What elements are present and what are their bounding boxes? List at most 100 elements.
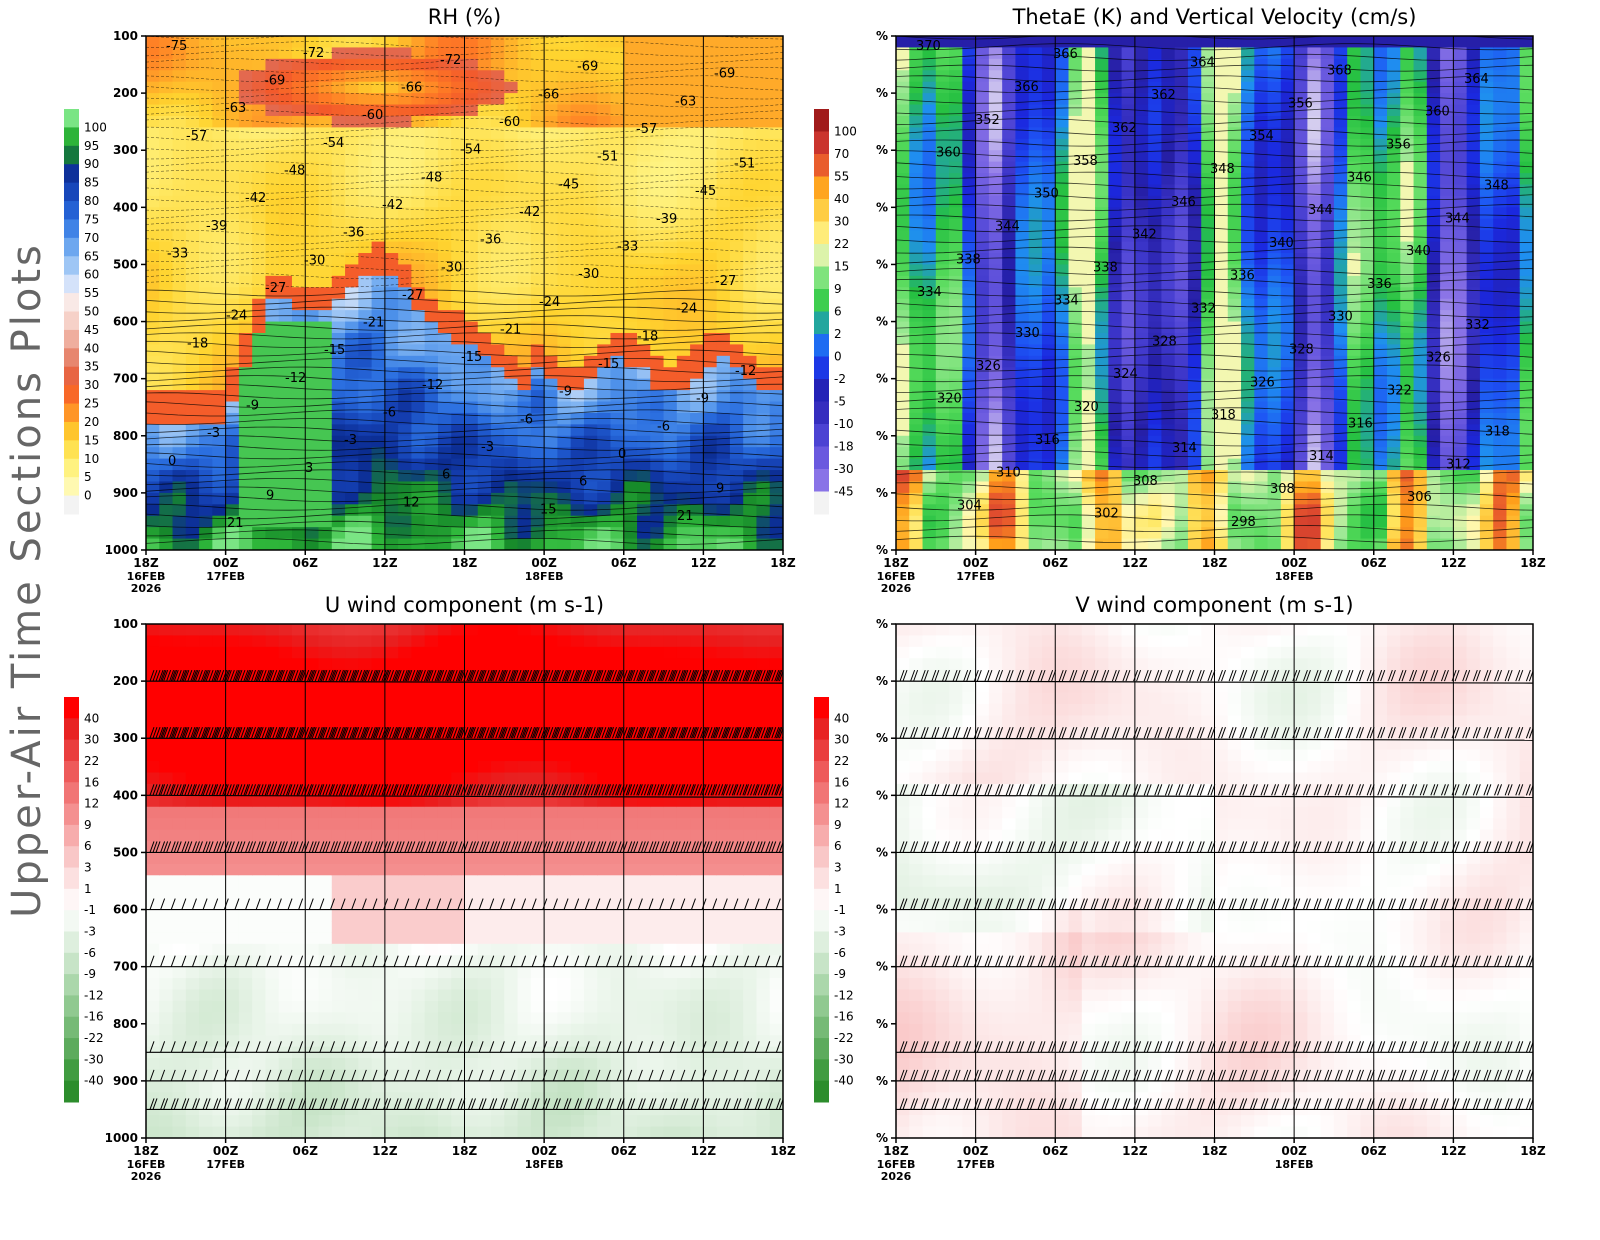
field-cell	[730, 527, 744, 539]
field-cell	[896, 299, 910, 311]
field-cell	[1414, 470, 1428, 482]
field-cell	[571, 527, 585, 539]
field-cell	[936, 516, 950, 528]
field-cell	[1520, 82, 1534, 94]
x-tick-label: 18Z	[1520, 556, 1546, 570]
field-cell	[1108, 424, 1122, 436]
contour-label: 354	[1249, 129, 1274, 144]
x-tick-label: 12Z	[1122, 556, 1148, 570]
field-cell	[504, 162, 518, 174]
field-cell	[1493, 379, 1507, 391]
colorbar-label: 100	[84, 120, 107, 134]
colorbar-swatch	[64, 330, 79, 349]
field-cell	[1042, 459, 1056, 471]
field-cell	[976, 527, 990, 539]
field-cell	[650, 230, 664, 242]
field-cell	[896, 116, 910, 128]
field-cell	[1241, 493, 1255, 505]
field-cell	[770, 253, 784, 265]
contour-label: -48	[421, 170, 442, 185]
field-cell	[518, 150, 532, 162]
field-cell	[1254, 196, 1268, 208]
field-cell	[1188, 242, 1202, 254]
field-cell	[936, 184, 950, 196]
field-cell	[385, 47, 399, 59]
field-cell	[1440, 184, 1454, 196]
field-cell	[624, 390, 638, 402]
field-cell	[173, 276, 187, 288]
field-cell	[425, 287, 439, 299]
field-cell	[239, 36, 253, 48]
field-cell	[146, 887, 160, 899]
field-cell	[146, 264, 160, 276]
contour-label: -69	[577, 60, 598, 75]
contour-label: -69	[714, 67, 735, 82]
field-cell	[1108, 481, 1122, 493]
field-cell	[584, 93, 598, 105]
field-cell	[358, 150, 372, 162]
field-cell	[279, 47, 293, 59]
field-cell	[372, 287, 386, 299]
field-cell	[518, 230, 532, 242]
field-cell	[292, 470, 306, 482]
field-cell	[949, 322, 963, 334]
field-cell	[1108, 539, 1122, 551]
field-cell	[1254, 116, 1268, 128]
field-cell	[173, 704, 187, 716]
field-cell	[664, 264, 678, 276]
field-cell	[173, 932, 187, 944]
field-cell	[650, 196, 664, 208]
field-cell	[504, 173, 518, 185]
field-cell	[199, 967, 213, 979]
field-cell	[465, 516, 479, 528]
field-cell	[186, 624, 200, 636]
field-cell	[504, 424, 518, 436]
field-cell	[584, 116, 598, 128]
field-cell	[199, 1127, 213, 1139]
field-cell	[186, 481, 200, 493]
field-cell	[664, 253, 678, 265]
field-cell	[1453, 527, 1467, 539]
field-cell	[1427, 424, 1441, 436]
field-cell	[212, 516, 226, 528]
field-cell	[896, 287, 910, 299]
field-cell	[504, 219, 518, 231]
field-cell	[637, 390, 651, 402]
field-cell	[1188, 105, 1202, 117]
field-cell	[491, 470, 505, 482]
field-cell	[1055, 264, 1069, 276]
field-cell	[1161, 527, 1175, 539]
field-cell	[1480, 230, 1494, 242]
field-cell	[1440, 36, 1454, 48]
field-cell	[1334, 527, 1348, 539]
field-cell	[989, 402, 1003, 414]
field-cell	[212, 864, 226, 876]
field-cell	[1228, 36, 1242, 48]
field-cell	[1427, 516, 1441, 528]
field-cell	[438, 424, 452, 436]
field-cell	[451, 516, 465, 528]
field-cell	[1307, 470, 1321, 482]
field-cell	[1082, 379, 1096, 391]
field-cell	[962, 287, 976, 299]
field-cell	[226, 287, 240, 299]
field-cell	[703, 162, 717, 174]
field-cell	[252, 59, 266, 71]
field-cell	[1294, 402, 1308, 414]
field-cell	[212, 624, 226, 636]
field-cell	[146, 1069, 160, 1081]
field-cell	[923, 264, 937, 276]
field-cell	[518, 539, 532, 551]
field-cell	[425, 150, 439, 162]
field-cell	[1387, 82, 1401, 94]
contour-label: 9	[716, 482, 724, 497]
field-cell	[1135, 447, 1149, 459]
field-cell	[1055, 447, 1069, 459]
field-cell	[199, 715, 213, 727]
field-cell	[989, 173, 1003, 185]
field-cell	[1334, 162, 1348, 174]
field-cell	[186, 967, 200, 979]
field-cell	[1135, 184, 1149, 196]
field-cell	[1254, 527, 1268, 539]
colorbar-label: -45	[834, 485, 854, 499]
